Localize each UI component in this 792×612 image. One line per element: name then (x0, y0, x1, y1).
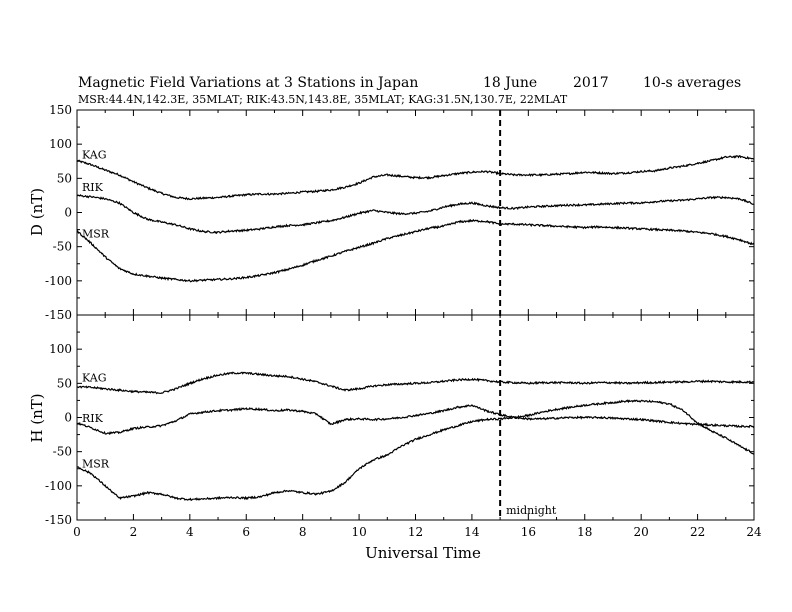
series-line-msr (77, 399, 755, 502)
series-labels: KAG RIK MSR KAG RIK MSR (82, 149, 110, 471)
series-line-kag (76, 371, 755, 395)
series-line-kag (76, 154, 755, 201)
y-tick-label: 0 (64, 206, 72, 220)
x-tick-label: 14 (464, 525, 480, 539)
x-tick-label: 24 (746, 525, 762, 539)
y-tick-label: -50 (53, 240, 72, 254)
h-panel-frame (76, 314, 755, 521)
x-tick-label: 10 (351, 525, 366, 539)
y-tick-label: 50 (57, 171, 72, 185)
d-axis-label: D (nT) (28, 188, 46, 236)
x-tick-label: 8 (299, 525, 307, 539)
y-tick-label: -100 (45, 479, 72, 493)
x-tick-label: 4 (186, 525, 194, 539)
x-tick-label: 22 (690, 525, 705, 539)
y-tick-label: -150 (45, 308, 72, 322)
x-tick-label: 20 (634, 525, 649, 539)
series-label-kag: KAG (82, 371, 107, 384)
series-label-msr: MSR (82, 227, 110, 240)
series-line-msr (77, 218, 755, 283)
y-tick-label: -100 (45, 274, 72, 288)
x-tick-label: 6 (242, 525, 250, 539)
y-tick-label: -50 (53, 445, 72, 459)
y-tick-label: 150 (49, 103, 72, 117)
x-tick-label: 2 (130, 525, 138, 539)
y-tick-label: -150 (45, 513, 72, 527)
d-panel-frame (76, 109, 755, 316)
chart-averaging: 10-s averages (643, 75, 741, 91)
x-tick-label: 12 (408, 525, 423, 539)
y-tick-label: 100 (49, 137, 72, 151)
series-label-msr: MSR (82, 458, 110, 471)
y-tick-label: 50 (57, 376, 72, 390)
series-line-rik (76, 404, 755, 435)
chart-year: 2017 (573, 75, 609, 91)
series-label-rik: RIK (82, 412, 104, 425)
x-tick-label: 16 (521, 525, 536, 539)
chart-title: Magnetic Field Variations at 3 Stations … (78, 75, 418, 91)
series-lines (76, 154, 755, 502)
y-tick-label: 0 (64, 411, 72, 425)
midnight-label: midnight (506, 504, 557, 517)
x-tick-label: 0 (73, 525, 81, 539)
chart-date: 18 June (483, 75, 537, 91)
h-axis-label: H (nT) (28, 393, 46, 442)
station-coordinates: MSR:44.4N,142.3E, 35MLAT; RIK:43.5N,143.… (78, 93, 568, 106)
y-tick-label: 100 (49, 342, 72, 356)
series-line-rik (76, 194, 755, 235)
x-tick-label: 18 (577, 525, 592, 539)
x-axis-label: Universal Time (365, 544, 481, 562)
series-label-rik: RIK (82, 181, 104, 194)
series-label-kag: KAG (82, 149, 107, 162)
